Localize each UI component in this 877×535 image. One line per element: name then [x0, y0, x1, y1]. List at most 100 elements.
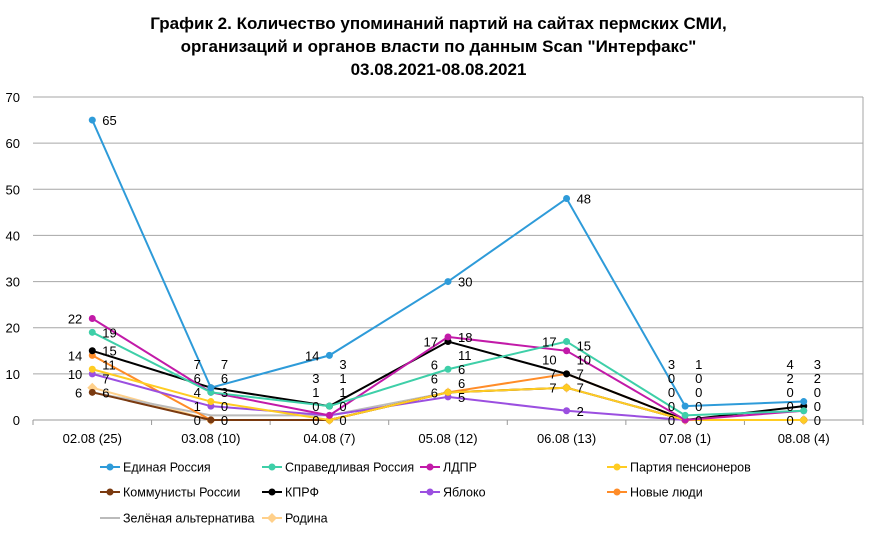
data-point	[88, 365, 96, 373]
legend-item: Зелёная альтернатива	[100, 512, 254, 526]
data-point	[563, 195, 571, 203]
data-label: 0	[194, 413, 201, 428]
data-label: 7	[194, 357, 201, 372]
data-label: 15	[577, 339, 591, 354]
data-labels-4: 60 06 700	[102, 376, 793, 428]
x-tick-label: 02.08 (25)	[63, 431, 122, 446]
y-tick-label: 0	[13, 413, 20, 428]
data-labels-0: 65 7 14 30 48 3 4	[102, 113, 793, 372]
data-label: 15	[102, 343, 116, 358]
chart-title: График 2. Количество упоминаний партий н…	[0, 12, 877, 81]
legend-marker	[426, 463, 434, 471]
data-labels-9: 70 067 00	[102, 357, 793, 414]
legend-label: Зелёная альтернатива	[123, 512, 254, 526]
y-tick-label: 50	[6, 182, 20, 197]
legend-marker	[268, 463, 276, 471]
legend-label: Родина	[285, 512, 328, 526]
data-label: 18	[458, 330, 472, 345]
legend-item: Родина	[262, 512, 328, 526]
data-label: 6	[194, 371, 201, 386]
data-point	[207, 384, 215, 392]
data-point	[563, 347, 571, 355]
legend-item: Яблоко	[420, 486, 486, 500]
data-point	[800, 407, 808, 415]
data-label: 10	[542, 353, 556, 368]
data-label: 3	[221, 385, 228, 400]
data-point	[88, 347, 96, 355]
data-label: 6	[102, 385, 109, 400]
data-label: 1	[695, 357, 702, 372]
data-label: 7	[549, 367, 556, 382]
y-tick-label: 40	[6, 228, 20, 243]
data-label: 30	[458, 275, 472, 290]
data-point	[444, 388, 452, 396]
data-label: 48	[577, 192, 591, 207]
data-label: 0	[668, 399, 675, 414]
legend-label: Яблоко	[443, 486, 486, 500]
data-label: 0	[814, 385, 821, 400]
data-point	[325, 402, 333, 410]
data-label: 7	[102, 371, 109, 386]
data-point	[800, 398, 808, 406]
y-tick-label: 10	[6, 367, 20, 382]
data-label: 6	[458, 362, 465, 377]
data-label: 17	[424, 335, 438, 350]
data-label: 7	[577, 367, 584, 382]
data-label: 0	[695, 385, 702, 400]
y-tick-label: 60	[6, 136, 20, 151]
data-label: 10	[68, 367, 82, 382]
data-label: 0	[695, 399, 702, 414]
data-label: 6	[431, 385, 438, 400]
data-label: 5	[458, 390, 465, 405]
series-0	[88, 116, 808, 410]
data-label: 1	[339, 371, 346, 386]
data-point	[681, 402, 689, 410]
legend-item: Новые люди	[607, 486, 703, 500]
data-label: 6	[431, 357, 438, 372]
data-label: 2	[786, 371, 793, 386]
data-label: 0	[786, 413, 793, 428]
data-label: 3	[339, 357, 346, 372]
x-tick-label: 07.08 (1)	[659, 431, 711, 446]
data-label: 0	[312, 413, 319, 428]
legend-marker	[613, 488, 621, 496]
data-label: 0	[814, 413, 821, 428]
legend-marker	[426, 488, 434, 496]
data-point	[207, 416, 215, 424]
data-label: 11	[102, 357, 116, 372]
data-label: 65	[102, 113, 116, 128]
chart-title-line-2: организаций и органов власти по данным S…	[180, 37, 697, 56]
legend-item: Коммунисты России	[100, 486, 240, 500]
data-label: 0	[786, 399, 793, 414]
data-label: 7	[221, 357, 228, 372]
data-label: 0	[221, 413, 228, 428]
data-label: 2	[814, 371, 821, 386]
legend-label: КПРФ	[285, 486, 319, 500]
data-label: 19	[102, 325, 116, 340]
x-tick-label: 06.08 (13)	[537, 431, 596, 446]
data-label: 0	[786, 385, 793, 400]
data-label: 0	[695, 371, 702, 386]
data-point	[325, 351, 333, 359]
data-label: 6	[75, 385, 82, 400]
data-label: 0	[668, 371, 675, 386]
legend-marker	[613, 463, 621, 471]
legend-item: КПРФ	[262, 486, 319, 500]
data-point	[444, 365, 452, 373]
data-label: 0	[339, 413, 346, 428]
data-label: 0	[814, 399, 821, 414]
data-label: 4	[194, 385, 201, 400]
chart-title-line-3: 03.08.2021-08.08.2021	[350, 60, 527, 79]
data-point	[88, 116, 96, 124]
data-point	[563, 338, 571, 346]
data-label: 1	[339, 385, 346, 400]
data-point	[88, 314, 96, 322]
legend-marker	[106, 488, 114, 496]
legend-label: ЛДПР	[443, 461, 477, 475]
